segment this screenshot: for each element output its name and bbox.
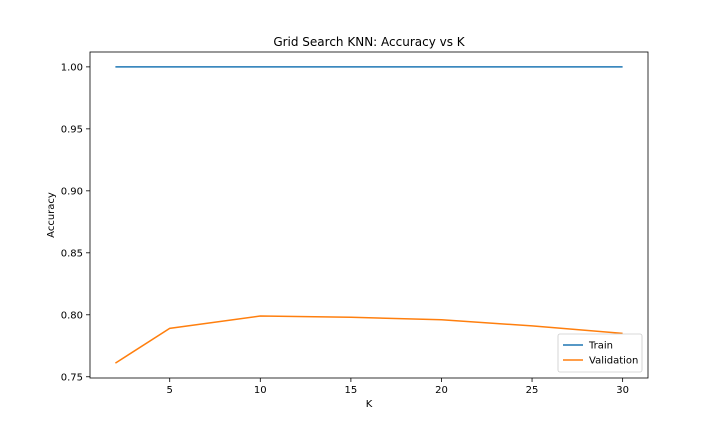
y-tick-label: 0.75 — [61, 372, 83, 383]
series-lines — [114, 66, 623, 364]
y-axis-label: Accuracy — [46, 192, 57, 238]
legend-box — [557, 333, 643, 373]
y-tick-label: 0.90 — [61, 186, 83, 197]
x-axis-label: K — [366, 399, 373, 410]
x-axis: 5 10 15 20 25 30 — [167, 378, 629, 396]
legend-label-validation: Validation — [589, 356, 638, 367]
x-tick-label: 15 — [345, 385, 358, 396]
x-tick-label: 25 — [526, 385, 539, 396]
y-tick-label: 0.80 — [61, 310, 83, 321]
x-tick-label: 5 — [167, 385, 173, 396]
x-tick-label: 20 — [435, 385, 448, 396]
chart-title: Grid Search KNN: Accuracy vs K — [273, 35, 465, 49]
y-tick-label: 1.00 — [61, 62, 83, 73]
x-tick-label: 10 — [254, 385, 267, 396]
y-tick-label: 0.85 — [61, 248, 83, 259]
y-axis: 0.75 0.80 0.85 0.90 0.95 1.00 — [61, 62, 90, 383]
plot-area — [89, 51, 649, 379]
legend-label-train: Train — [588, 341, 613, 352]
legend: Train Validation — [557, 333, 643, 373]
series-line-validation — [114, 315, 623, 364]
y-tick-label: 0.95 — [61, 124, 83, 135]
x-tick-label: 30 — [616, 385, 629, 396]
